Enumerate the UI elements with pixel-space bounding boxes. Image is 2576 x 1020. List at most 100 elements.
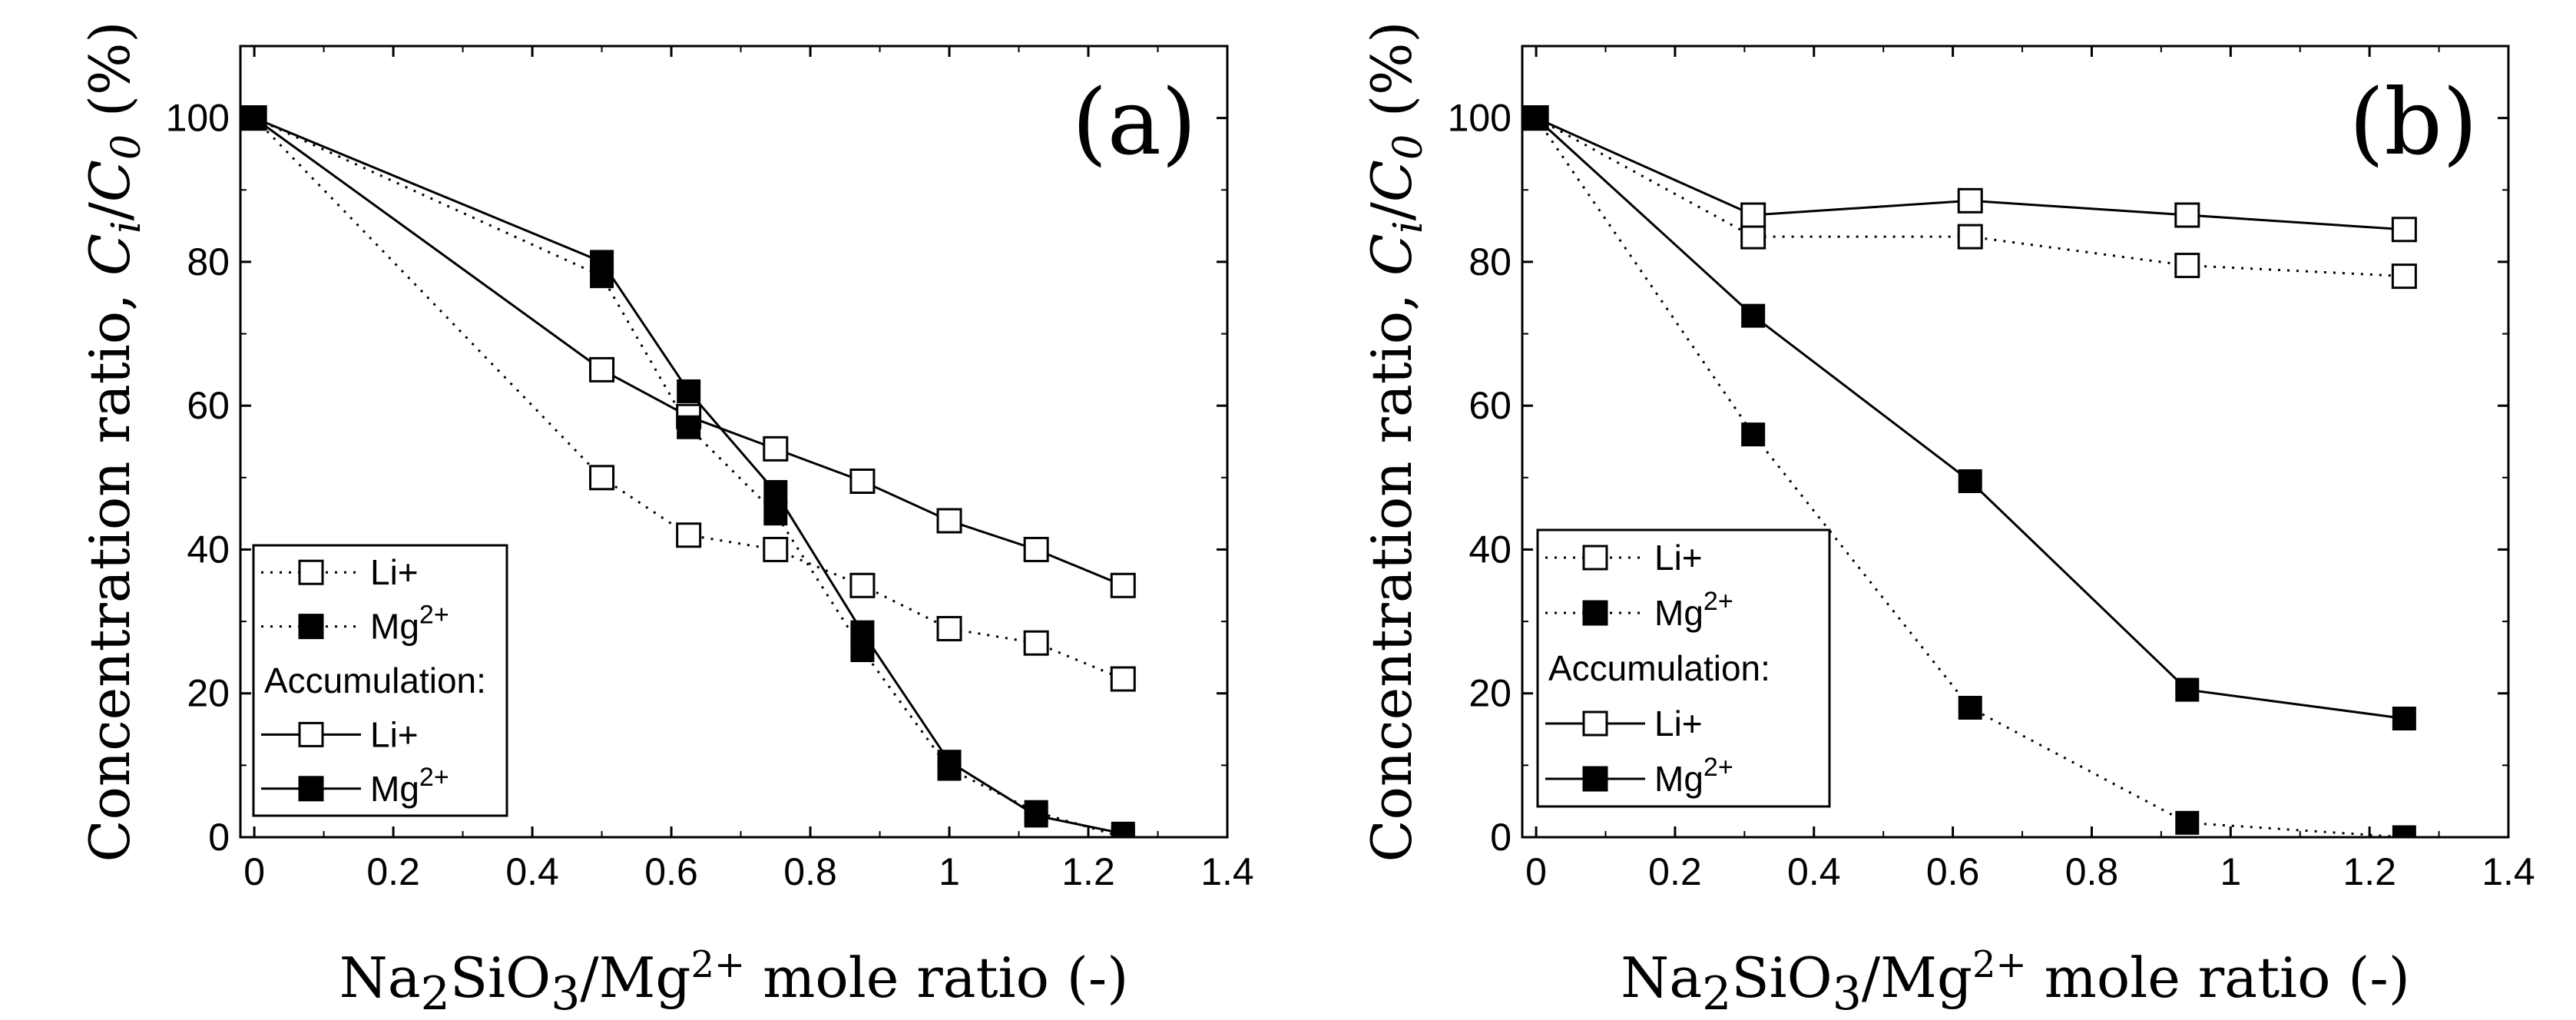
y-tick-label: 0 [208, 816, 230, 859]
legend-accumulation-header: Accumulation: [264, 661, 486, 700]
data-point-li [589, 465, 615, 491]
y-tick-label: 20 [187, 672, 230, 715]
panel-b: 0 0.2 0.4 0.6 0.8 1 1.2 1.4 0 20 40 60 80 100 Na2SiO3/… [1359, 21, 2535, 1020]
data-point-mg [1524, 106, 1548, 131]
data-point-li [2391, 217, 2417, 243]
series-layer [1523, 105, 2417, 837]
data-point-mg [242, 106, 267, 131]
data-point-mg [850, 620, 875, 644]
x-tick-label: 1 [939, 850, 960, 893]
data-point-li [1957, 224, 1983, 250]
legend-box [1536, 528, 1831, 808]
x-axis-title: Na2SiO3/Mg2+ mole ratio (-) [1621, 943, 2410, 1020]
x-tick-label: 0 [243, 850, 265, 893]
data-point-mg [677, 379, 701, 403]
series-layer [241, 105, 1136, 837]
y-tick-label: 40 [1468, 528, 1511, 571]
data-point-li [849, 572, 876, 598]
series-line-accumulation-li- [253, 117, 1124, 587]
data-point-li [936, 508, 962, 534]
data-point-mg [2175, 677, 2200, 702]
y-tick-label: 20 [1468, 672, 1511, 715]
y-tick-label: 80 [1468, 240, 1511, 283]
data-point-li [676, 522, 702, 548]
plot-frame [239, 45, 1229, 839]
data-point-mg [763, 480, 788, 505]
data-point-li [1110, 572, 1136, 598]
series-line-li- [253, 117, 1124, 681]
legend-marker [1582, 545, 1608, 571]
legend-marker [1582, 766, 1608, 792]
data-point-li [1023, 630, 1049, 656]
y-tick-label: 60 [1468, 384, 1511, 427]
x-tick-label: 0.4 [1787, 850, 1841, 893]
data-point-li [763, 435, 789, 462]
y-tick-label: 60 [187, 384, 230, 427]
data-point-mg [677, 415, 701, 439]
data-point-mg [1958, 469, 1982, 493]
legend-label: Li+ [370, 552, 419, 592]
panel-label: (a) [1072, 69, 1197, 175]
legend: Li+ Mg2+ Accumulation: Li+ Mg2+ [252, 544, 508, 817]
legend-marker [298, 721, 324, 747]
y-tick-label: 100 [166, 97, 230, 140]
legend-marker [298, 776, 324, 802]
legend-marker [1582, 710, 1608, 737]
legend-box [252, 544, 508, 817]
x-tick-label: 0.8 [2065, 850, 2119, 893]
legend-accumulation-header: Accumulation: [1548, 648, 1770, 688]
y-tick-label: 80 [187, 240, 230, 283]
legend-label: Li+ [1654, 538, 1703, 578]
legend-label: Li+ [1654, 704, 1703, 743]
x-tick-label: 1.4 [2482, 850, 2535, 893]
data-point-mg [590, 250, 614, 274]
legend-label: Li+ [370, 714, 419, 754]
panel-label: (b) [2349, 69, 2478, 175]
x-tick-label: 1.2 [2343, 850, 2396, 893]
data-point-li [1957, 187, 1983, 214]
legend-label: Mg2+ [370, 763, 449, 809]
y-tick-label: 0 [1490, 816, 1511, 859]
y-axis-title: Concentration ratio, Ci/C0 (%) [78, 21, 150, 862]
data-point-mg [2392, 825, 2416, 837]
x-tick-label: 0 [1525, 850, 1547, 893]
data-point-li [936, 615, 962, 641]
data-point-mg [1741, 303, 1766, 328]
series-line-accumulation-mg2- [253, 117, 1124, 835]
data-point-mg [2392, 707, 2416, 730]
x-tick-label: 1.4 [1200, 850, 1254, 893]
data-point-mg [1024, 803, 1048, 828]
data-point-mg [1741, 422, 1766, 447]
data-point-mg [1111, 821, 1135, 837]
x-axis-title: Na2SiO3/Mg2+ mole ratio (-) [339, 943, 1129, 1020]
x-tick-label: 0.6 [644, 850, 698, 893]
y-tick-label: 40 [187, 528, 230, 571]
data-point-mg [937, 750, 962, 774]
y-axis-title: Concentration ratio, Ci/C0 (%) [1359, 21, 1432, 862]
y-tick-label: 100 [1448, 97, 1511, 140]
panel-a: 0 0.2 0.4 0.6 0.8 1 1.2 1.4 0 20 40 60 80 100 Na2SiO3/… [78, 21, 1254, 1020]
data-point-li [1740, 224, 1766, 250]
x-tick-label: 0.2 [366, 850, 420, 893]
legend-marker [298, 559, 324, 585]
plot-frame [1521, 45, 2510, 839]
data-point-mg [1958, 695, 1982, 720]
series-line-mg2- [1535, 117, 2405, 837]
data-point-li [589, 356, 615, 382]
data-point-mg [763, 502, 788, 526]
x-tick-label: 1 [2220, 850, 2241, 893]
data-point-mg [2175, 810, 2200, 835]
x-tick-label: 0.8 [783, 850, 837, 893]
legend: Li+ Mg2+ Accumulation: Li+ Mg2+ [1536, 528, 1831, 808]
x-tick-label: 0.6 [1926, 850, 1980, 893]
data-point-li [1023, 536, 1049, 562]
data-point-li [1740, 202, 1766, 228]
legend-label: Mg2+ [1654, 587, 1733, 633]
data-point-li [763, 536, 789, 562]
x-tick-label: 1.2 [1061, 850, 1115, 893]
data-point-li [1110, 666, 1136, 692]
x-tick-label: 0.2 [1648, 850, 1702, 893]
data-point-li [2174, 253, 2200, 279]
data-point-li [2174, 202, 2200, 228]
